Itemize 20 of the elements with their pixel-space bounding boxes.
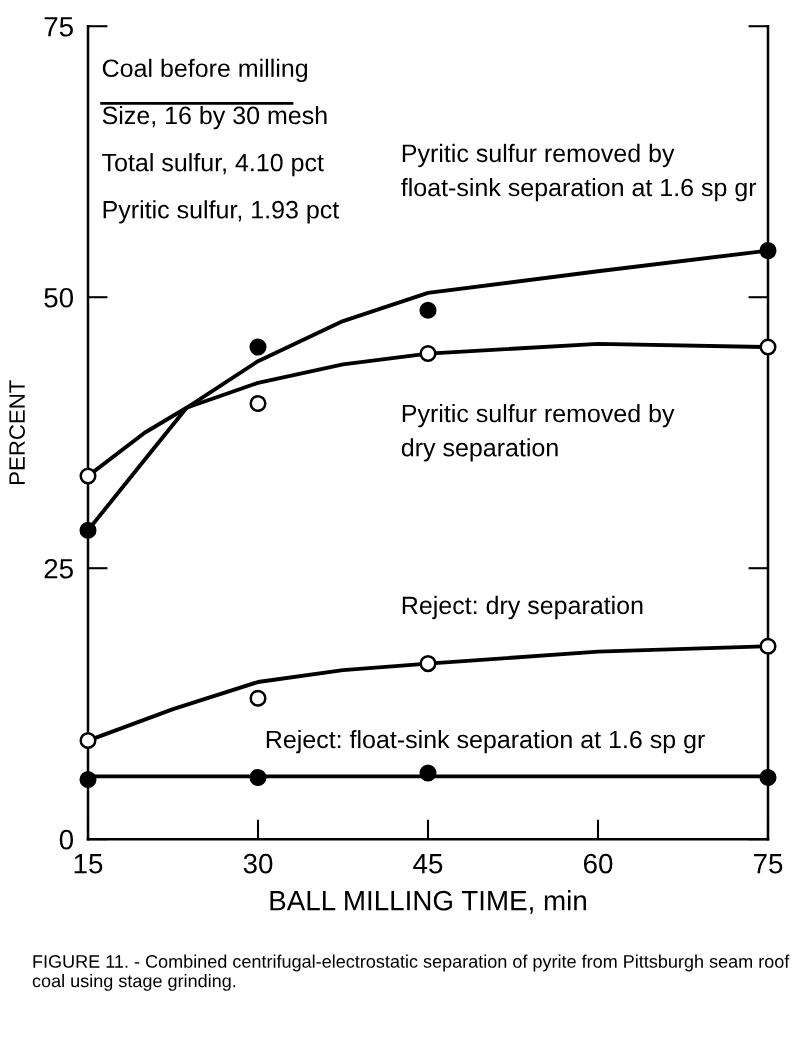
y-axis-title: PERCENT: [9, 380, 25, 484]
caption: FIGURE 11. - Combined centrifugal-electrostatic separation of pyrite from Pittsburgh seam roof coal using stage grinding.: [32, 954, 790, 991]
annotation: Total sulfur, 4.10 pct: [102, 153, 324, 177]
annotation: Pyritic sulfur removed by dry separation: [401, 403, 675, 462]
annotation: Size, 16 by 30 mesh: [102, 105, 327, 130]
annotation: Reject: dry separation: [402, 595, 643, 620]
x-tick-label: 60: [583, 853, 613, 874]
x-axis-title: BALL MILLING TIME, min: [270, 890, 586, 914]
annotation: Reject: float-sink separation at 1.6 sp gr: [266, 729, 705, 754]
annotation: Coal before milling: [102, 58, 308, 83]
y-tick-label: 75: [44, 17, 73, 37]
y-tick-label: 50: [44, 287, 74, 308]
annotation: Pyritic sulfur, 1.93 pct: [103, 200, 340, 224]
y-tick-label: 0: [59, 829, 74, 850]
x-tick-label: 15: [74, 854, 103, 874]
x-tick-label: 30: [243, 853, 273, 874]
annotation: Pyritic sulfur removed by float-sink separation at 1.6 sp gr: [401, 143, 757, 202]
y-tick-label: 25: [44, 558, 73, 579]
x-tick-label: 75: [753, 854, 783, 874]
x-tick-label: 45: [413, 854, 443, 874]
